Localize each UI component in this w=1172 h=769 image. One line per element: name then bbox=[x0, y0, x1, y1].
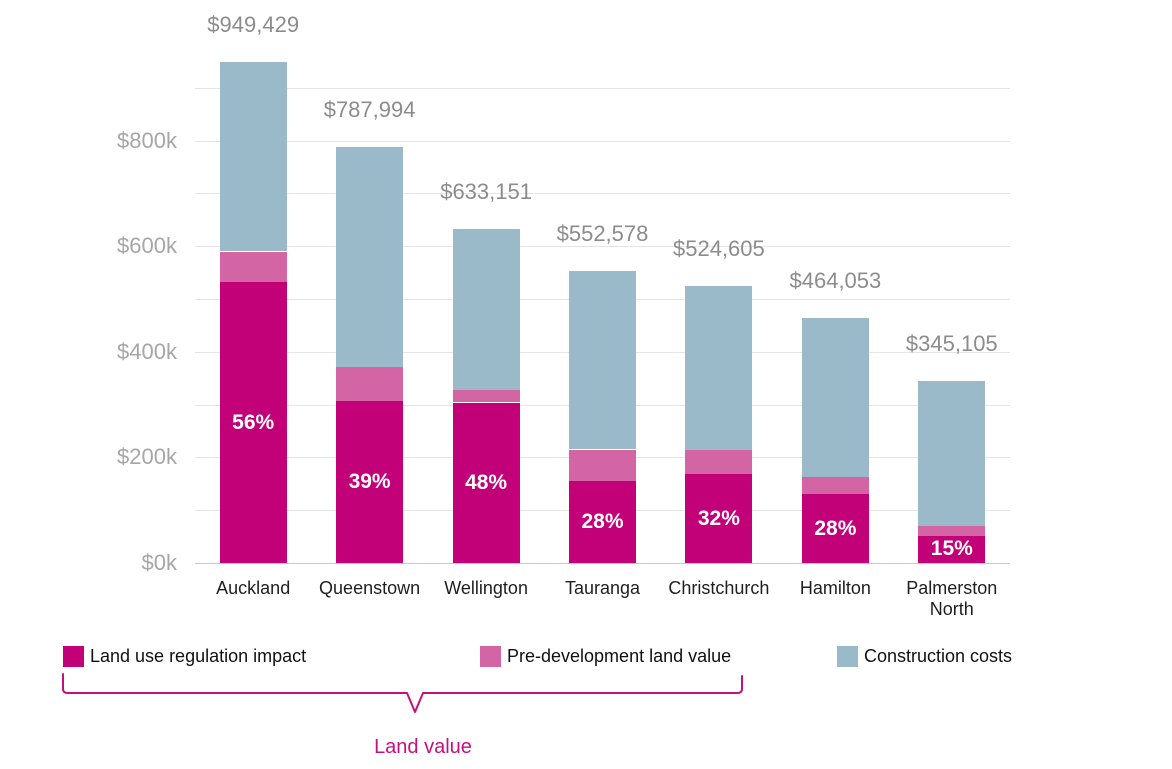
bar-segment-predevelopment-5 bbox=[801, 476, 869, 495]
bar-segment-predevelopment-1 bbox=[336, 367, 404, 401]
bar-segment-construction-3 bbox=[569, 271, 636, 450]
bar-segment-regulation-5 bbox=[801, 494, 869, 563]
x-axis-label-3: Tauranga bbox=[564, 578, 641, 598]
x-axis-label-2: Wellington bbox=[444, 578, 528, 598]
bar-segment-construction-4 bbox=[685, 286, 753, 450]
bar-pct-label: 28% bbox=[814, 516, 857, 540]
gridline bbox=[195, 87, 1010, 89]
bar-segment-regulation-0 bbox=[219, 282, 287, 563]
bar-segment-construction-1 bbox=[336, 146, 404, 368]
legend-label-regulation: Land use regulation impact bbox=[90, 645, 307, 666]
bar-segment-construction-5 bbox=[801, 318, 869, 477]
bar-total-label: $949,429 bbox=[207, 11, 300, 37]
gridline bbox=[195, 246, 1010, 248]
x-axis-label-5: Hamilton bbox=[799, 578, 871, 598]
bar-segment-predevelopment-0 bbox=[219, 251, 287, 283]
land-value-annotation: Land value bbox=[374, 736, 472, 758]
legend-swatch-regulation-icon bbox=[63, 645, 84, 667]
bar-total-label: $464,053 bbox=[789, 268, 882, 293]
y-axis-label: $0k bbox=[141, 550, 177, 575]
bar-segment-construction-6 bbox=[918, 380, 986, 527]
y-axis-label: $800k bbox=[117, 127, 177, 153]
bar-segment-predevelopment-3 bbox=[569, 449, 636, 482]
legend-swatch-predevelopment-icon bbox=[480, 645, 501, 667]
bar-pct-label: 56% bbox=[232, 410, 275, 434]
y-axis-label: $400k bbox=[117, 338, 177, 364]
legend-item-land-use-regulation-impact: Land use regulation impact bbox=[63, 645, 306, 667]
y-axis-label: $200k bbox=[117, 444, 177, 470]
bar-segment-predevelopment-4 bbox=[685, 450, 753, 475]
bar-segment-regulation-4 bbox=[685, 474, 753, 563]
x-axis-label-4: Christchurch bbox=[668, 578, 770, 598]
bar-total-label: $633,151 bbox=[440, 178, 532, 204]
y-axis-label: $600k bbox=[117, 233, 177, 259]
bar-pct-label: 32% bbox=[697, 506, 740, 530]
bar-segment-predevelopment-2 bbox=[452, 389, 520, 403]
bar-segment-predevelopment-6 bbox=[918, 526, 986, 536]
bar-total-label: $787,994 bbox=[323, 96, 416, 122]
bar-pct-label: 28% bbox=[581, 510, 624, 534]
gridline bbox=[195, 193, 1010, 195]
bar-segment-regulation-2 bbox=[452, 402, 520, 563]
bar-pct-label: 15% bbox=[930, 537, 973, 561]
bar-segment-construction-2 bbox=[452, 228, 520, 390]
gridline bbox=[195, 140, 1010, 142]
x-axis-line bbox=[195, 563, 1010, 564]
bar-total-label: $524,605 bbox=[673, 236, 765, 261]
legend-item-pre-development-land-value: Pre-development land value bbox=[480, 645, 731, 667]
x-axis-label-1: Queenstown bbox=[319, 578, 421, 598]
x-axis-label-6: Palmerston North bbox=[906, 578, 998, 619]
bar-segment-construction-0 bbox=[219, 61, 287, 252]
bar-total-label: $345,105 bbox=[905, 330, 998, 356]
bar-segment-regulation-3 bbox=[569, 481, 636, 563]
legend-label-construction: Construction costs bbox=[864, 645, 1013, 666]
bar-pct-label: 48% bbox=[465, 470, 508, 494]
bar-segment-regulation-1 bbox=[336, 400, 404, 563]
bar-pct-label: 39% bbox=[348, 469, 391, 493]
legend-swatch-construction-icon bbox=[837, 645, 858, 667]
legend-label-predevelopment: Pre-development land value bbox=[507, 645, 732, 666]
bar-segment-regulation-6 bbox=[918, 535, 986, 563]
bar-total-label: $552,578 bbox=[556, 221, 649, 247]
legend-item-construction-costs: Construction costs bbox=[837, 645, 1012, 667]
x-axis-label-0: Auckland bbox=[216, 578, 291, 598]
